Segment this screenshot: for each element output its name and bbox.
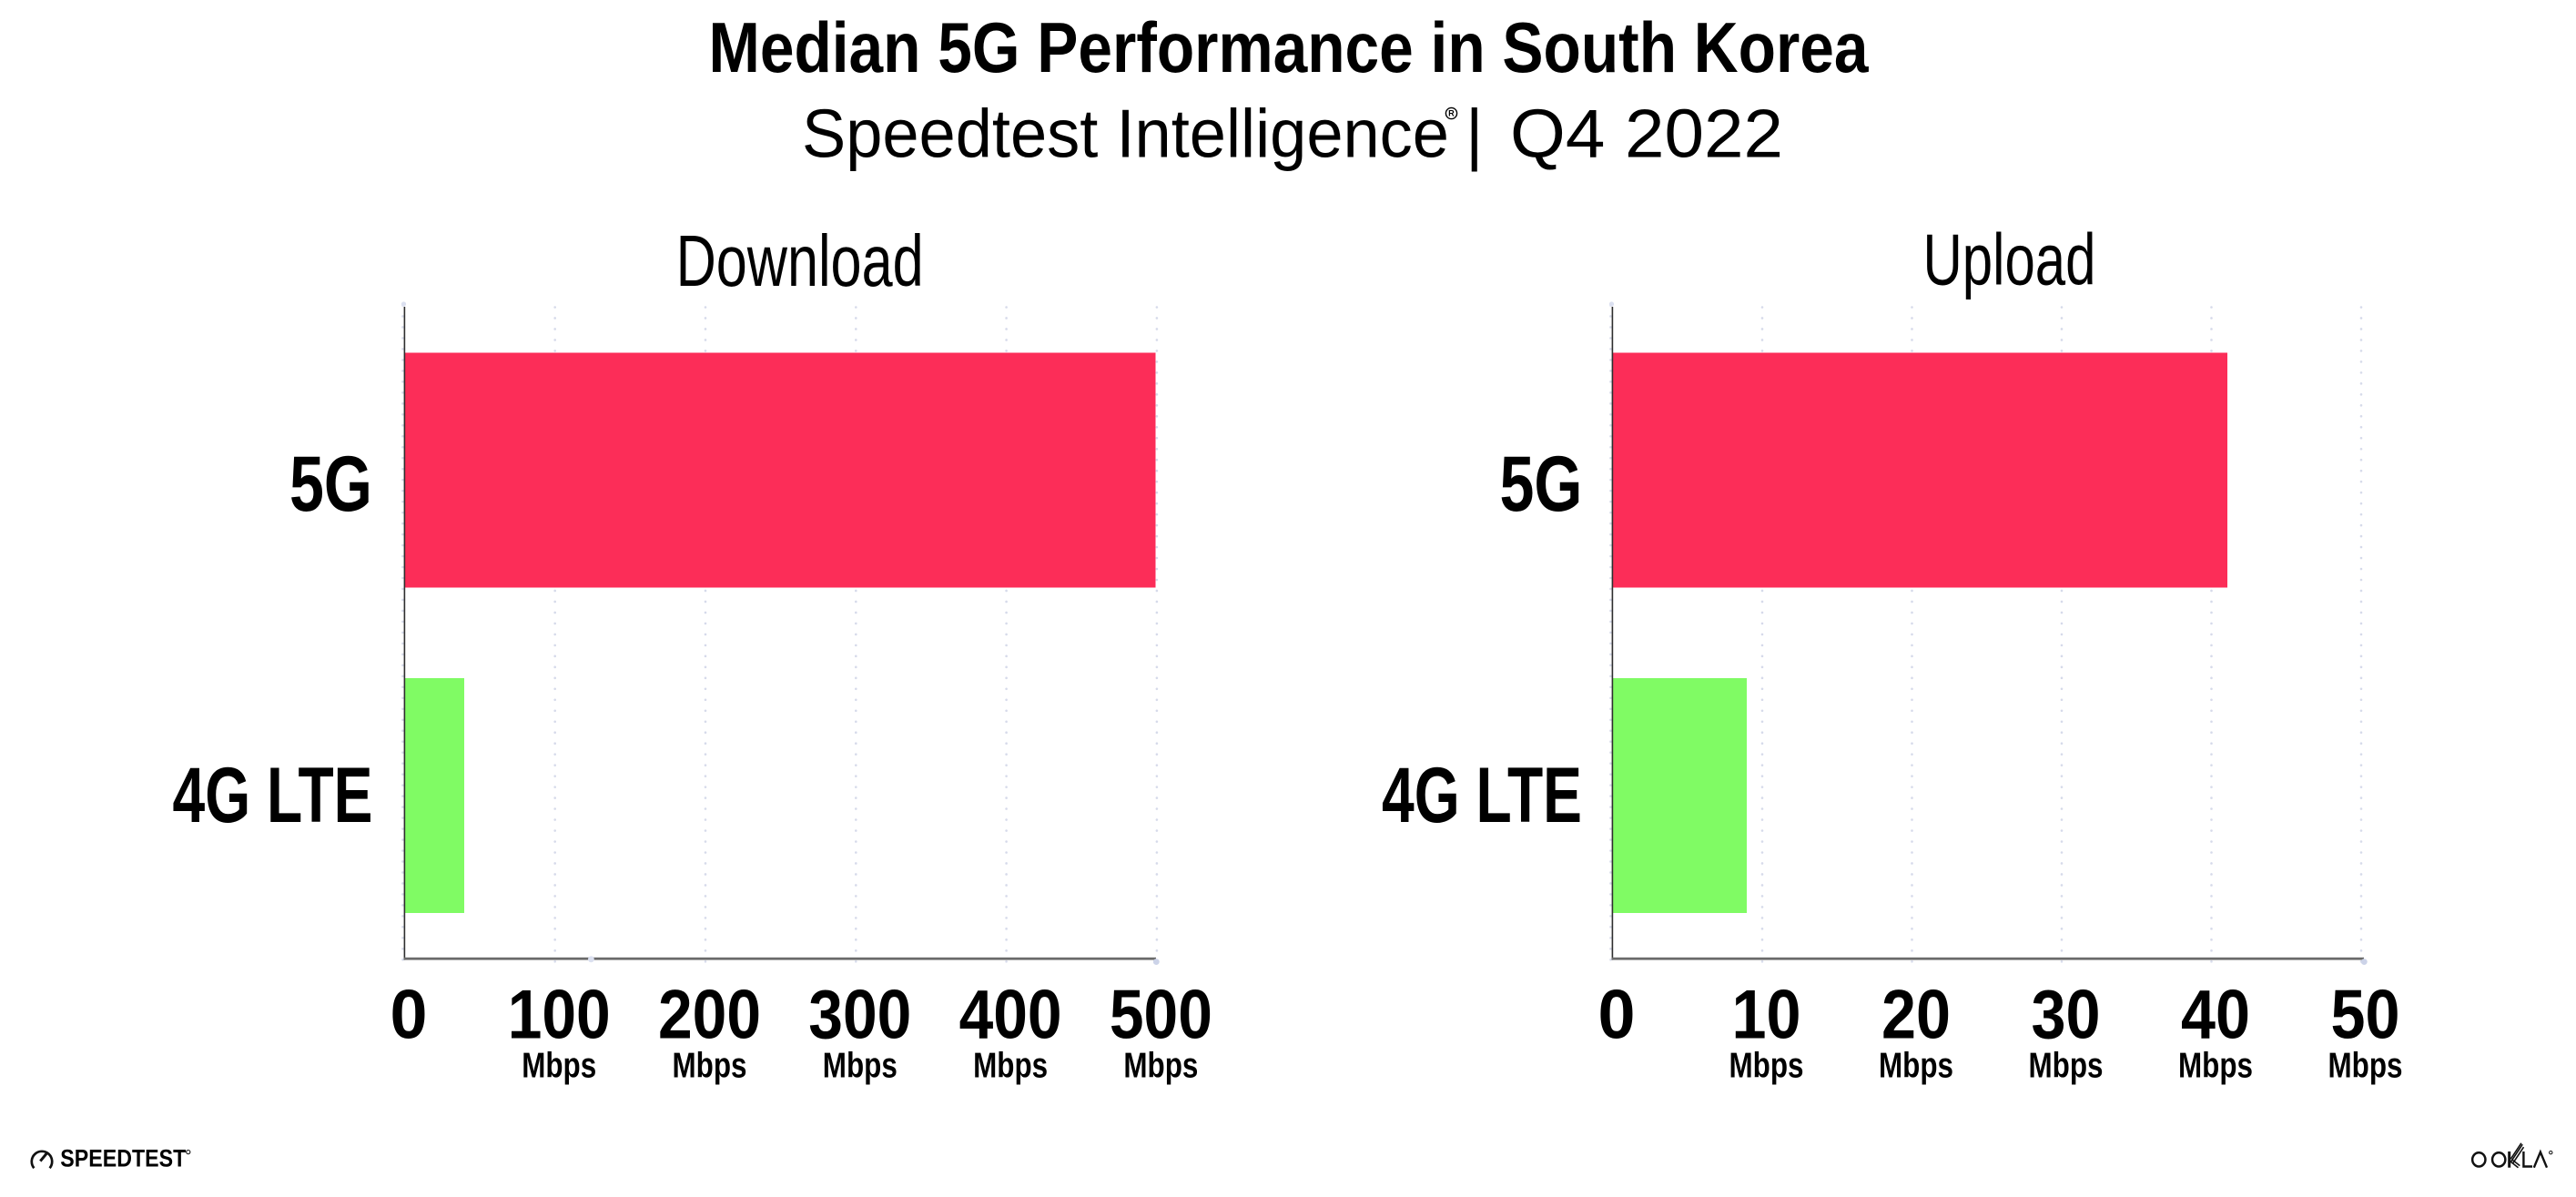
svg-text:Mbps: Mbps: [973, 1047, 1048, 1086]
svg-text:500: 500: [1110, 977, 1212, 1054]
svg-text:20: 20: [1881, 977, 1951, 1054]
svg-text:|: |: [1465, 95, 1483, 171]
svg-text:200: 200: [658, 977, 761, 1054]
svg-text:50: 50: [2331, 977, 2400, 1054]
svg-text:Upload: Upload: [1923, 219, 2096, 300]
svg-text:4G LTE: 4G LTE: [1382, 752, 1582, 839]
svg-text:400: 400: [959, 977, 1062, 1054]
svg-text:Speedtest Intelligence: Speedtest Intelligence: [802, 95, 1449, 171]
svg-text:30: 30: [2032, 977, 2101, 1054]
svg-text:40: 40: [2181, 977, 2250, 1054]
svg-text:Mbps: Mbps: [522, 1047, 596, 1086]
svg-text:Mbps: Mbps: [1729, 1047, 1804, 1086]
svg-text:0: 0: [390, 977, 428, 1054]
svg-text:4G LTE: 4G LTE: [173, 752, 373, 839]
svg-text:Median 5G Performance in South: Median 5G Performance in South Korea: [709, 7, 1870, 87]
svg-text:Mbps: Mbps: [1879, 1047, 1953, 1086]
svg-text:Q4 2022: Q4 2022: [1510, 95, 1783, 171]
svg-text:Mbps: Mbps: [2328, 1047, 2403, 1086]
svg-text:5G: 5G: [289, 441, 372, 528]
svg-text:Mbps: Mbps: [673, 1047, 747, 1086]
svg-text:Download: Download: [676, 220, 924, 301]
svg-text:0: 0: [1598, 977, 1636, 1054]
svg-text:Mbps: Mbps: [2029, 1047, 2104, 1086]
svg-text:5G: 5G: [1500, 441, 1583, 528]
svg-text:SPEEDTEST: SPEEDTEST: [60, 1145, 186, 1172]
svg-text:Mbps: Mbps: [1123, 1047, 1198, 1086]
svg-text:10: 10: [1732, 977, 1801, 1054]
svg-text:R: R: [1448, 109, 1455, 118]
svg-text:Mbps: Mbps: [2178, 1047, 2253, 1086]
svg-text:300: 300: [808, 977, 911, 1054]
svg-text:100: 100: [508, 977, 611, 1054]
svg-text:Mbps: Mbps: [823, 1047, 898, 1086]
